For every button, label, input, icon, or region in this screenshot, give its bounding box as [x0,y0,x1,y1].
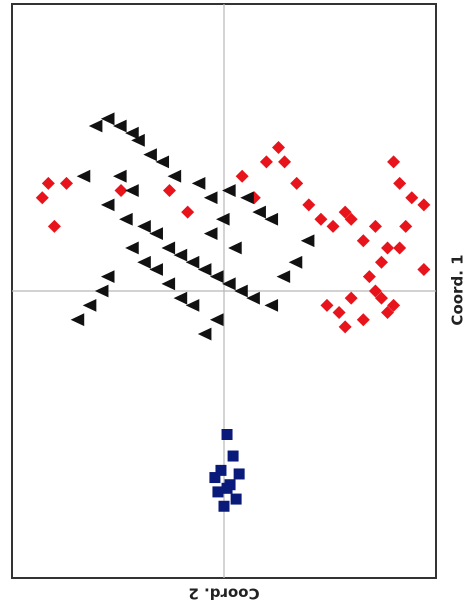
point-triangle-left-5 [143,148,157,162]
point-square-5 [230,493,242,505]
point-diamond-37 [344,291,358,305]
point-triangle-left-22 [209,270,224,284]
point-triangle-left-35 [82,298,97,312]
point-triangle-left-8 [191,176,206,190]
point-triangle-left-7 [167,169,182,183]
point-triangle-left-26 [264,298,279,312]
point-triangle-left-14 [100,198,115,212]
point-diamond-32 [387,298,401,312]
point-diamond-28 [362,270,376,284]
point-square-8 [233,468,245,480]
point-triangle-left-6 [155,155,170,169]
point-diamond-5 [162,184,176,198]
point-diamond-26 [405,191,419,205]
point-diamond-34 [417,262,431,276]
point-diamond-10 [272,141,286,154]
point-diamond-30 [374,291,388,305]
point-diamond-4 [114,184,128,198]
point-diamond-17 [344,212,358,226]
point-square-1 [227,450,239,462]
point-triangle-left-28 [137,255,151,269]
point-triangle-left-10 [222,184,236,197]
point-triangle-left-13 [264,212,279,226]
point-triangle-left-2 [113,119,127,133]
point-triangle-left-3 [125,126,139,140]
point-triangle-left-0 [88,119,103,133]
y-axis-label: Coord. 2 [188,585,259,603]
point-triangle-left-40 [288,255,303,269]
point-diamond-24 [387,155,401,169]
point-triangle-left-46 [113,169,127,183]
point-diamond-25 [393,176,407,190]
point-diamond-3 [60,176,74,190]
point-diamond-18 [356,234,370,248]
point-triangle-left-25 [246,291,260,305]
point-triangle-left-42 [228,241,242,255]
point-triangle-left-17 [149,227,163,240]
point-diamond-23 [399,219,413,233]
point-triangle-left-31 [173,291,188,305]
point-triangle-left-41 [300,234,315,248]
point-triangle-left-20 [185,255,200,269]
point-triangle-left-21 [197,263,212,276]
point-triangle-left-45 [125,184,139,197]
point-diamond-19 [368,219,382,233]
point-triangle-left-37 [209,313,224,327]
point-diamond-20 [374,255,388,269]
point-triangle-left-34 [94,284,109,298]
point-triangle-left-38 [197,327,212,341]
point-triangle-left-19 [173,248,188,262]
point-diamond-15 [326,219,340,233]
point-triangle-left-30 [161,277,176,291]
point-diamond-35 [332,306,346,320]
point-square-2 [215,464,227,476]
point-diamond-1 [41,176,55,190]
point-diamond-6 [181,205,195,219]
point-triangle-left-27 [125,241,139,255]
point-triangle-left-33 [100,270,115,284]
point-diamond-0 [35,191,49,205]
point-diamond-13 [302,198,316,212]
point-triangle-left-36 [70,313,85,327]
point-triangle-left-47 [76,169,91,183]
point-square-9 [221,482,233,494]
point-square-0 [221,429,233,440]
point-triangle-left-43 [203,227,218,240]
point-triangle-left-18 [161,241,176,255]
point-diamond-27 [417,198,431,212]
point-diamond-36 [338,320,352,334]
point-triangle-left-39 [276,270,291,284]
point-triangle-left-29 [149,263,163,276]
point-triangle-left-1 [100,112,115,126]
point-triangle-left-44 [216,212,230,226]
point-diamond-38 [320,298,334,312]
point-triangle-left-23 [222,277,236,291]
point-diamond-33 [356,313,370,327]
point-diamond-11 [278,155,292,169]
point-triangle-left-11 [240,191,254,205]
point-triangle-left-15 [119,212,133,226]
point-diamond-9 [259,155,273,169]
point-diamond-22 [393,241,407,255]
point-square-7 [209,472,221,484]
point-diamond-2 [47,219,61,233]
point-diamond-29 [368,284,382,298]
point-triangle-left-12 [252,205,266,219]
point-triangle-left-32 [185,298,200,312]
point-square-6 [218,500,230,512]
point-diamond-16 [338,205,352,219]
point-triangle-left-24 [234,284,248,298]
x-axis-label: Coord. 1 [449,254,467,325]
point-diamond-14 [314,212,328,226]
point-diamond-12 [290,176,304,190]
point-triangle-left-9 [203,191,218,205]
point-triangle-left-16 [137,220,151,233]
point-triangle-left-4 [131,133,145,147]
point-diamond-31 [381,306,395,320]
point-diamond-21 [381,241,395,255]
point-square-4 [212,486,224,498]
point-diamond-7 [235,169,249,183]
